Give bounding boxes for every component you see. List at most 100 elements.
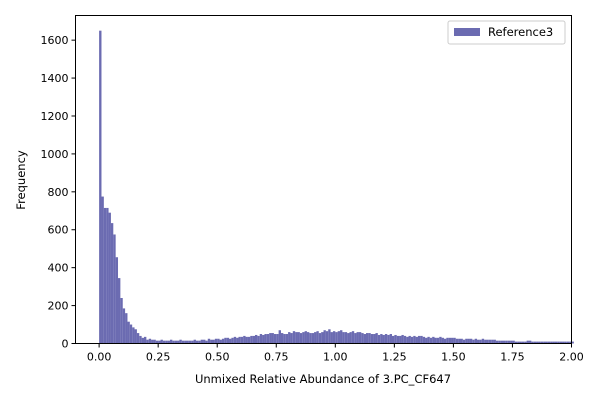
histogram-bar xyxy=(212,339,215,344)
histogram-bar xyxy=(491,339,494,344)
histogram-bar xyxy=(306,332,310,344)
histogram-bar xyxy=(401,334,404,344)
histogram-bar xyxy=(368,333,371,344)
histogram-bar xyxy=(519,341,522,344)
y-tick-label: 1600 xyxy=(41,34,69,47)
histogram-bar xyxy=(99,30,102,344)
histogram-bar xyxy=(455,338,459,344)
histogram-bar xyxy=(564,341,567,344)
histogram-bar xyxy=(363,334,367,344)
histogram-bar xyxy=(184,340,187,344)
histogram-bar xyxy=(280,333,284,344)
histogram-bar xyxy=(118,278,121,344)
histogram-bar xyxy=(536,341,539,344)
histogram-bar xyxy=(377,334,381,344)
histogram-bar xyxy=(503,340,506,344)
histogram-bar xyxy=(342,332,345,344)
histogram-bar xyxy=(179,339,182,344)
histogram-bar xyxy=(505,340,508,344)
histogram-bar xyxy=(358,332,362,344)
histogram-bar xyxy=(292,331,296,344)
histogram-bar xyxy=(550,341,553,344)
histogram-bar xyxy=(323,330,326,344)
histogram-bar xyxy=(309,333,312,344)
histogram-bar xyxy=(236,337,239,344)
histogram-bar xyxy=(335,332,338,344)
histogram-bar xyxy=(129,324,133,344)
histogram-bar xyxy=(262,334,265,344)
histogram-bar xyxy=(250,335,253,344)
histogram-bar xyxy=(302,332,305,344)
histogram-bar xyxy=(318,333,322,344)
histogram-bar xyxy=(155,340,159,344)
histogram-bar xyxy=(479,339,482,344)
histogram-bar xyxy=(283,334,286,344)
histogram-bar xyxy=(330,332,333,344)
histogram-bar xyxy=(205,340,208,344)
y-tick-label: 0 xyxy=(62,338,69,351)
histogram-bar xyxy=(127,321,130,344)
histogram-bar xyxy=(384,334,388,344)
histogram-bar xyxy=(427,336,430,344)
histogram-bar xyxy=(406,336,409,344)
legend-frame xyxy=(447,20,566,45)
histogram-bar xyxy=(269,333,272,344)
histogram-bar xyxy=(472,339,475,344)
histogram-bar xyxy=(217,338,220,344)
histogram-bar xyxy=(219,339,222,344)
histogram-bar xyxy=(122,308,126,344)
histogram-bar xyxy=(451,337,454,344)
histogram-bar xyxy=(410,336,414,344)
plot-frame xyxy=(75,15,572,344)
histogram-bar xyxy=(203,339,206,344)
histogram-bar xyxy=(387,334,390,344)
histogram-bar xyxy=(403,335,407,344)
histogram-bar xyxy=(288,332,291,344)
histogram-bar xyxy=(221,338,225,344)
histogram-bar xyxy=(467,338,470,344)
histogram-bar xyxy=(540,341,544,344)
histogram-bar xyxy=(139,335,142,344)
x-tick-label: 1.25 xyxy=(382,351,407,364)
histogram-bar xyxy=(347,333,350,344)
histogram-bar xyxy=(517,341,520,344)
histogram-bar xyxy=(443,338,447,344)
histogram-bar xyxy=(380,334,383,344)
y-tick-label: 200 xyxy=(48,300,69,313)
y-tick-label: 1200 xyxy=(41,110,69,123)
histogram-bar xyxy=(396,335,400,344)
histogram-bar xyxy=(134,329,137,344)
histogram-bar xyxy=(264,334,267,344)
histogram-bar xyxy=(165,340,168,344)
histogram-bar xyxy=(332,331,336,344)
histogram-bar xyxy=(290,333,293,344)
histogram-bar xyxy=(394,334,397,344)
histogram-bar xyxy=(210,339,213,344)
histogram-bar xyxy=(238,336,241,344)
histogram-bar xyxy=(243,335,246,344)
histogram-bar xyxy=(373,334,376,344)
x-tick-label: 1.00 xyxy=(323,351,348,364)
histogram-bar xyxy=(420,335,423,344)
y-tick-label: 400 xyxy=(48,262,69,275)
histogram-bar xyxy=(545,341,548,344)
histogram-bar xyxy=(566,341,570,344)
histogram-bar xyxy=(132,327,135,344)
histogram-bar xyxy=(325,331,329,344)
histogram-bar xyxy=(108,212,111,344)
histogram-bar xyxy=(441,337,444,344)
histogram-bar xyxy=(526,340,529,344)
histogram-bar xyxy=(229,338,232,344)
histogram-bar xyxy=(200,339,204,344)
histogram-bar xyxy=(543,341,546,344)
histogram-bar xyxy=(113,234,116,344)
histogram-bar xyxy=(337,331,341,344)
histogram-bar xyxy=(214,338,218,344)
histogram-bar xyxy=(188,340,192,344)
histogram-bar xyxy=(247,336,251,344)
histogram-bar xyxy=(198,340,201,344)
histogram-bar xyxy=(297,332,300,344)
histogram-bar xyxy=(366,333,369,344)
histogram-bar xyxy=(481,338,485,344)
